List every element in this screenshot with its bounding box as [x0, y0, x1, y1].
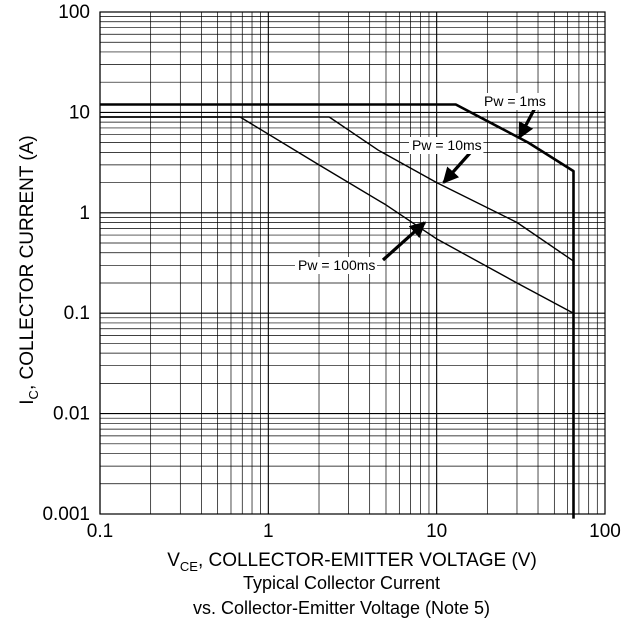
y-tick-label: 0.01 — [53, 404, 90, 425]
annotation-label: Pw = 100ms — [298, 257, 375, 273]
y-tick-label: 100 — [58, 2, 90, 23]
annotation-label: Pw = 1ms — [484, 93, 546, 109]
annotation-arrow — [442, 151, 472, 184]
x-tick-label: 1 — [263, 521, 274, 542]
y-tick-label: 0.001 — [42, 504, 90, 525]
annotation-label: Pw = 10ms — [412, 137, 482, 153]
caption-line-1: Typical Collector Current — [242, 573, 441, 593]
x-tick-label: 0.1 — [87, 521, 113, 542]
annotation-background — [295, 257, 377, 274]
series-line-3 — [100, 116, 574, 314]
y-tick-label: 10 — [69, 102, 90, 123]
annotations: Pw = 1ms Pw = 10ms Pw = 100ms — [295, 93, 548, 274]
x-tick-label: 100 — [589, 521, 621, 542]
x-tick-label: 10 — [426, 521, 447, 542]
series-line-1 — [100, 103, 575, 519]
annotation-arrow — [381, 221, 426, 262]
annotation-arrow — [517, 105, 538, 140]
caption-line-2: vs. Collector-Emitter Voltage (Note 5) — [192, 598, 491, 618]
x-axis-title: VCE, COLLECTOR-EMITTER VOLTAGE (V) — [167, 550, 537, 574]
series-lines — [100, 103, 575, 519]
annotation-background — [481, 93, 548, 110]
plot-frame — [99, 11, 606, 515]
series-line-2 — [100, 116, 574, 262]
y-tick-label: 0.1 — [64, 303, 90, 324]
annotation-background — [409, 137, 484, 154]
y-axis-title: IC, COLLECTOR CURRENT (A) — [17, 135, 41, 404]
y-tick-label: 1 — [79, 203, 90, 224]
